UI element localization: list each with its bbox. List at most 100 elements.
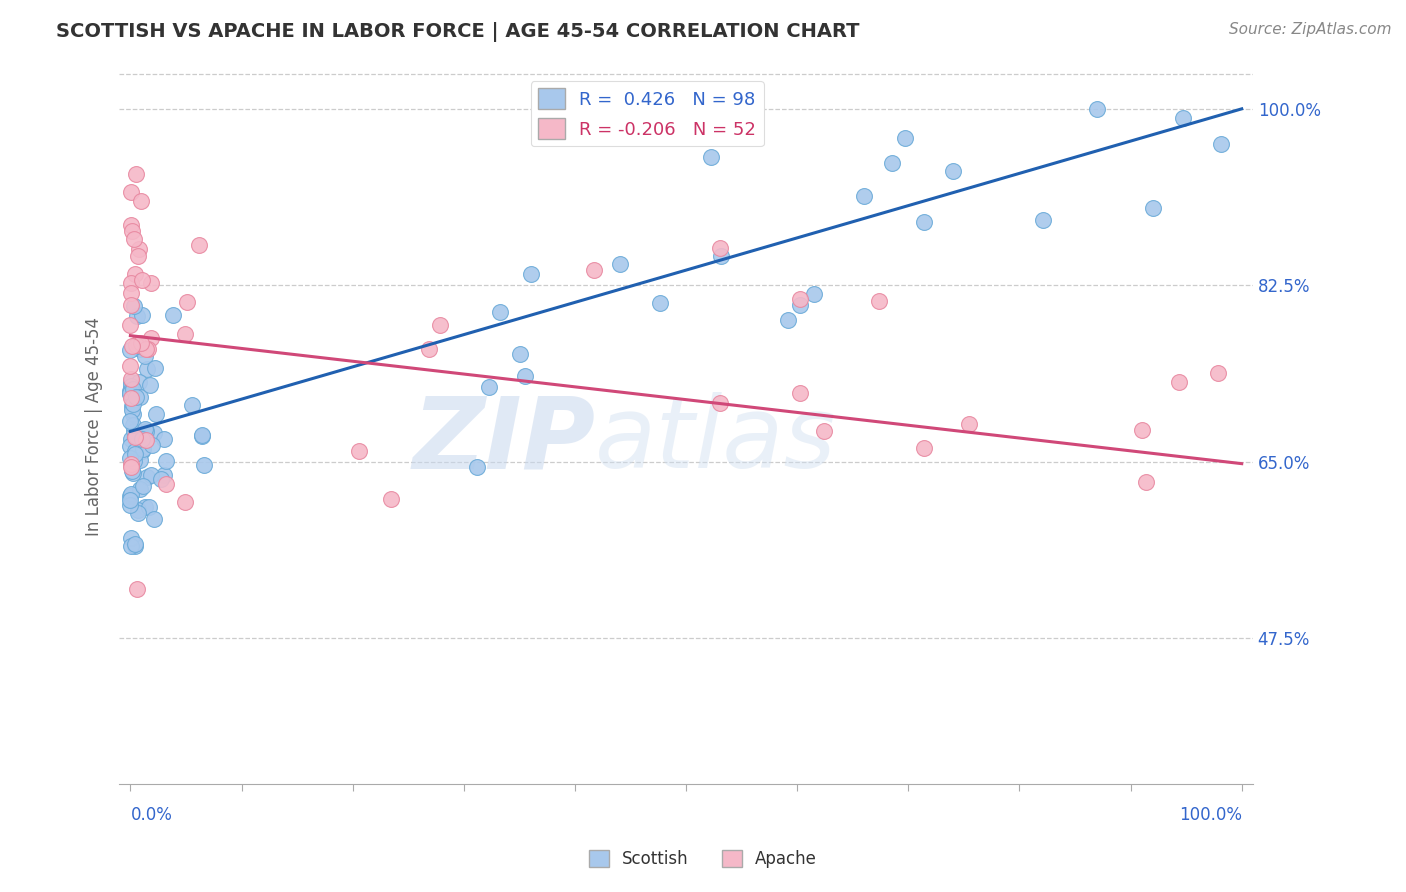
Point xyxy=(120,492,142,507)
Point xyxy=(136,469,159,483)
Point xyxy=(122,299,145,313)
Point xyxy=(181,398,204,412)
Point xyxy=(191,429,214,443)
Point xyxy=(124,539,146,553)
Point xyxy=(709,241,731,255)
Point xyxy=(120,391,142,405)
Point xyxy=(139,277,162,291)
Point xyxy=(380,492,402,507)
Point xyxy=(478,380,501,394)
Point xyxy=(127,506,149,520)
Point xyxy=(129,483,152,497)
Point xyxy=(132,442,155,457)
Point xyxy=(145,407,167,421)
Point xyxy=(120,343,142,358)
Point xyxy=(803,286,825,301)
Point xyxy=(155,454,177,468)
Point xyxy=(120,359,142,373)
Point xyxy=(131,443,153,458)
Point xyxy=(136,361,159,376)
Point xyxy=(128,453,150,467)
Point xyxy=(121,383,143,397)
Point xyxy=(120,384,142,398)
Point xyxy=(520,267,543,281)
Point xyxy=(120,451,142,466)
Point xyxy=(122,466,145,480)
Point xyxy=(120,218,142,232)
Text: ZIP: ZIP xyxy=(412,392,595,489)
Point xyxy=(127,335,149,350)
Point xyxy=(120,460,142,475)
Point xyxy=(176,295,198,310)
Point xyxy=(942,164,965,178)
Point xyxy=(128,376,150,390)
Point xyxy=(1130,423,1153,437)
Point xyxy=(129,194,152,208)
Point xyxy=(1206,366,1229,380)
Point xyxy=(135,424,157,438)
Point xyxy=(128,243,150,257)
Legend: Scottish, Apache: Scottish, Apache xyxy=(582,843,824,875)
Point xyxy=(789,292,811,306)
Point xyxy=(141,331,163,345)
Point xyxy=(513,368,536,383)
Point xyxy=(153,467,176,482)
Point xyxy=(134,422,156,436)
Point xyxy=(129,390,152,404)
Point xyxy=(129,433,152,447)
Point xyxy=(120,298,142,312)
Point xyxy=(1135,475,1157,489)
Y-axis label: In Labor Force | Age 45-54: In Labor Force | Age 45-54 xyxy=(86,317,103,536)
Point xyxy=(957,417,980,431)
Point xyxy=(120,439,142,453)
Point xyxy=(190,428,212,442)
Text: 0.0%: 0.0% xyxy=(131,806,173,824)
Point xyxy=(125,339,148,353)
Point xyxy=(583,263,606,277)
Point xyxy=(120,387,142,401)
Point xyxy=(124,444,146,458)
Point xyxy=(121,224,143,238)
Point xyxy=(124,390,146,404)
Point xyxy=(121,382,143,396)
Point xyxy=(131,479,153,493)
Point xyxy=(121,399,143,413)
Point xyxy=(124,430,146,444)
Point xyxy=(124,447,146,461)
Point xyxy=(120,432,142,446)
Point xyxy=(155,476,177,491)
Point xyxy=(1211,136,1233,151)
Point xyxy=(121,465,143,479)
Point xyxy=(125,429,148,443)
Point xyxy=(127,502,149,516)
Point xyxy=(134,500,156,515)
Point xyxy=(131,272,153,286)
Point xyxy=(349,444,371,458)
Point xyxy=(429,318,451,333)
Point xyxy=(813,424,835,438)
Point xyxy=(120,490,142,504)
Point xyxy=(124,431,146,445)
Point xyxy=(121,403,143,417)
Point xyxy=(139,467,162,482)
Point xyxy=(120,276,142,290)
Point xyxy=(135,433,157,447)
Point xyxy=(894,131,917,145)
Point xyxy=(131,308,153,322)
Text: Source: ZipAtlas.com: Source: ZipAtlas.com xyxy=(1229,22,1392,37)
Point xyxy=(122,232,145,246)
Point xyxy=(141,438,163,452)
Point xyxy=(789,386,811,401)
Point xyxy=(122,454,145,468)
Point xyxy=(853,188,876,202)
Text: 100.0%: 100.0% xyxy=(1178,806,1241,824)
Point xyxy=(912,442,935,456)
Point xyxy=(648,295,671,310)
Point xyxy=(120,378,142,392)
Point xyxy=(149,472,172,486)
Point xyxy=(488,304,510,318)
Point xyxy=(1085,102,1108,116)
Point xyxy=(121,338,143,352)
Point xyxy=(709,396,731,410)
Point xyxy=(120,487,142,501)
